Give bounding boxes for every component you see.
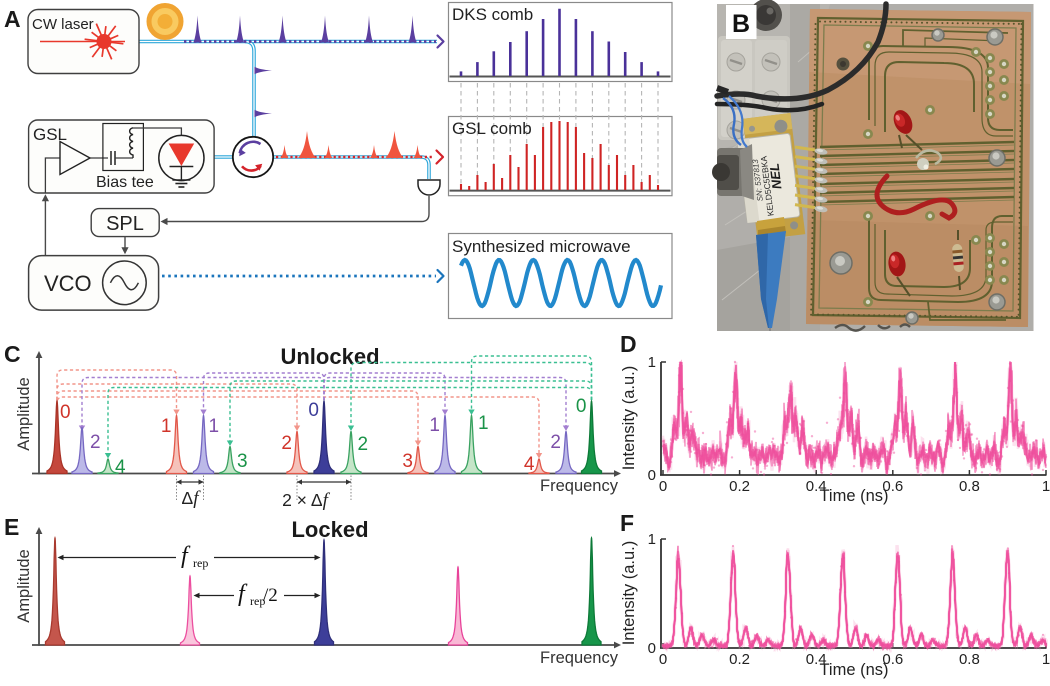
svg-text:Locked: Locked — [291, 517, 368, 542]
svg-text:1: 1 — [648, 531, 656, 548]
svg-text:0.8: 0.8 — [959, 478, 980, 495]
svg-text:0.8: 0.8 — [959, 651, 980, 668]
svg-text:3: 3 — [237, 451, 248, 472]
svg-text:1: 1 — [429, 415, 440, 436]
svg-text:Synthesized microwave: Synthesized microwave — [452, 237, 631, 256]
svg-text:Intensity (a.u.): Intensity (a.u.) — [620, 366, 638, 471]
svg-text:4: 4 — [524, 454, 535, 475]
svg-text:0.4: 0.4 — [806, 478, 827, 495]
svg-text:Amplitude: Amplitude — [15, 549, 33, 622]
svg-text:GSL: GSL — [33, 125, 67, 144]
svg-text:Unlocked: Unlocked — [280, 344, 379, 369]
svg-text:Frequency: Frequency — [540, 649, 619, 667]
svg-text:2: 2 — [281, 433, 292, 454]
svg-text:1: 1 — [1042, 651, 1050, 668]
svg-text:CW laser: CW laser — [32, 16, 94, 33]
svg-text:4: 4 — [115, 457, 126, 478]
svg-text:2 × Δf: 2 × Δf — [282, 490, 330, 511]
svg-text:Intensity (a.u.): Intensity (a.u.) — [620, 541, 638, 646]
svg-text:0.6: 0.6 — [882, 651, 903, 668]
svg-text:1: 1 — [1042, 478, 1050, 495]
svg-text:0.6: 0.6 — [882, 478, 903, 495]
svg-text:3: 3 — [402, 451, 413, 472]
svg-text:1: 1 — [478, 413, 489, 434]
svg-text:1: 1 — [209, 416, 220, 437]
svg-text:0.2: 0.2 — [729, 651, 750, 668]
svg-text:0: 0 — [648, 640, 656, 657]
svg-text:D: D — [620, 331, 637, 357]
svg-text:0: 0 — [308, 400, 319, 421]
svg-text:rep: rep — [193, 556, 208, 570]
svg-text:0.4: 0.4 — [806, 651, 827, 668]
svg-text:0: 0 — [659, 651, 667, 668]
svg-text:F: F — [620, 510, 634, 536]
svg-text:rep: rep — [250, 594, 265, 608]
svg-text:1: 1 — [161, 416, 172, 437]
svg-text:B: B — [732, 10, 750, 38]
svg-text:Frequency: Frequency — [540, 477, 619, 495]
svg-text:2: 2 — [550, 432, 561, 453]
svg-text:Time (ns): Time (ns) — [819, 661, 888, 679]
svg-text:1: 1 — [648, 354, 656, 371]
svg-text:f: f — [181, 543, 191, 569]
svg-text:f: f — [238, 581, 248, 607]
svg-text:GSL comb: GSL comb — [452, 119, 532, 138]
svg-text:0.2: 0.2 — [729, 478, 750, 495]
svg-text:Amplitude: Amplitude — [15, 377, 33, 450]
svg-text:E: E — [4, 514, 19, 540]
svg-text:DKS comb: DKS comb — [452, 5, 533, 24]
svg-text:0: 0 — [648, 467, 656, 484]
svg-text:C: C — [4, 341, 21, 367]
svg-text:Time (ns): Time (ns) — [819, 487, 888, 505]
svg-text:/2: /2 — [263, 585, 278, 606]
svg-text:Δf: Δf — [182, 488, 202, 509]
svg-text:0: 0 — [576, 396, 587, 417]
svg-text:SPL: SPL — [106, 213, 144, 235]
svg-text:NЕL: NЕL — [766, 162, 784, 190]
svg-text:0: 0 — [659, 478, 667, 495]
svg-text:0: 0 — [60, 402, 71, 423]
svg-text:2: 2 — [358, 434, 369, 455]
svg-text:A: A — [4, 6, 21, 32]
svg-text:Bias tee: Bias tee — [96, 174, 154, 191]
svg-text:2: 2 — [90, 432, 101, 453]
svg-text:VCO: VCO — [44, 271, 92, 296]
